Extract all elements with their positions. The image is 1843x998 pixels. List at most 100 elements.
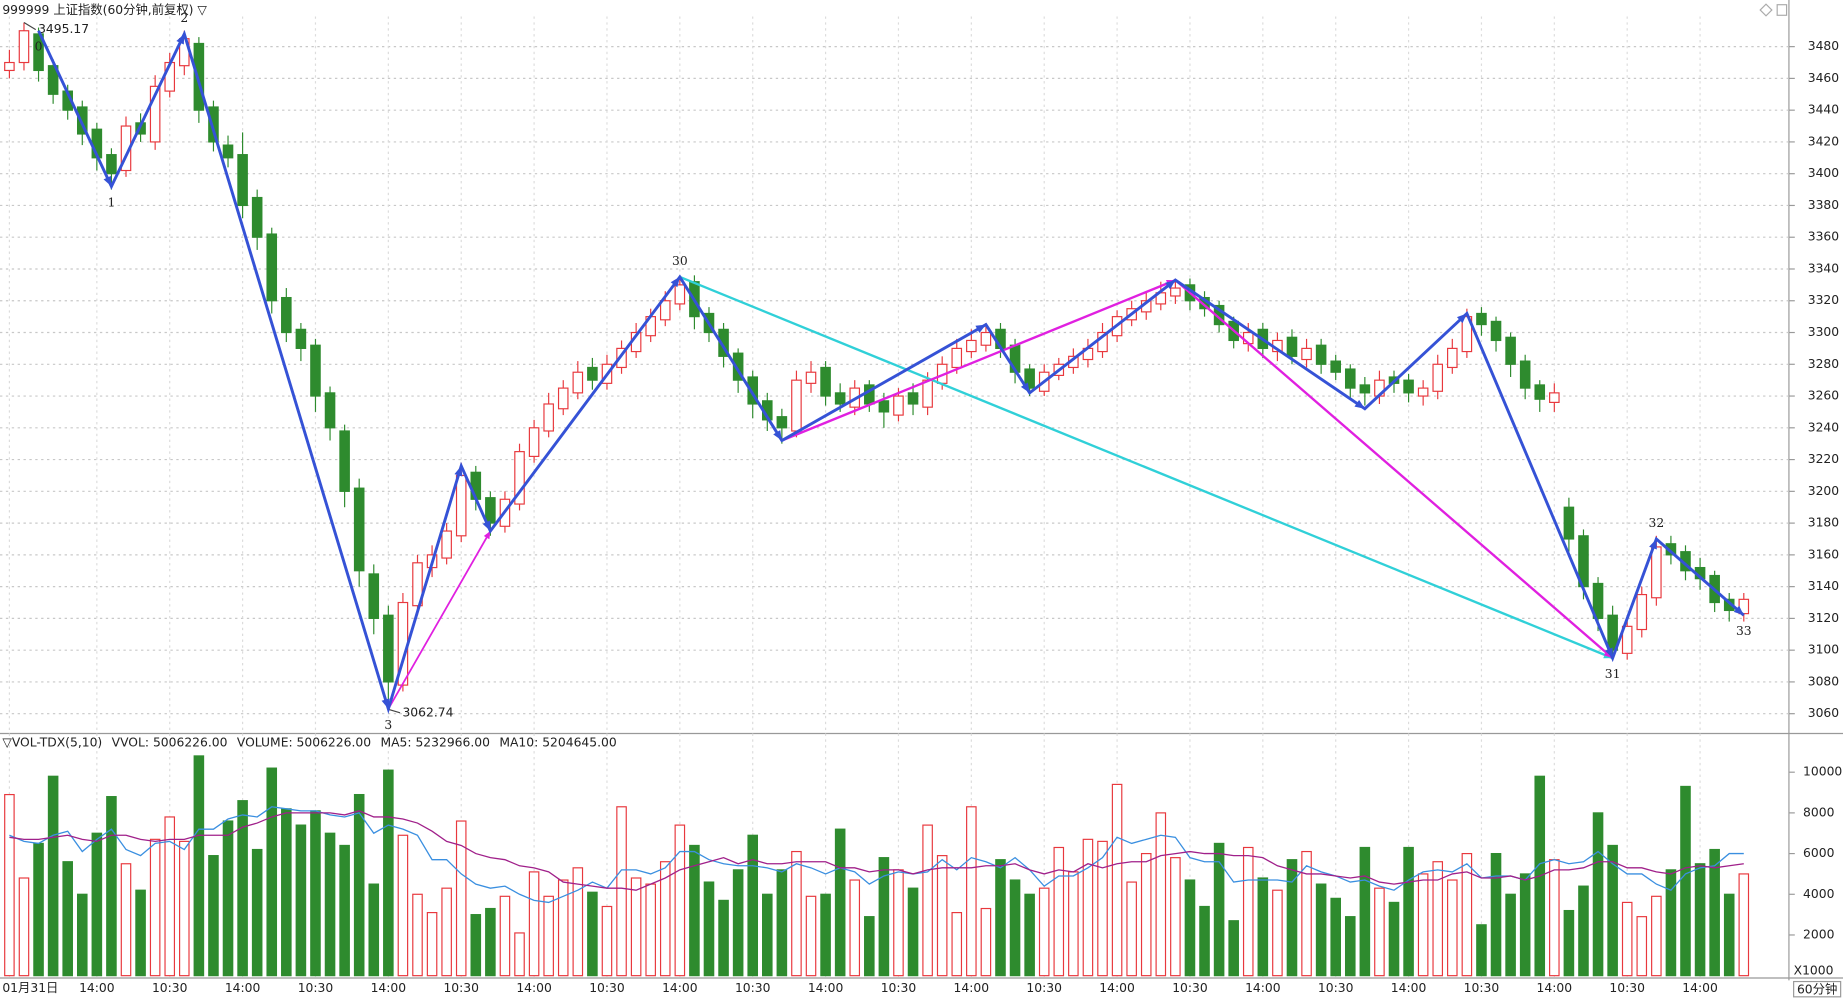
- candle-body: [251, 196, 263, 238]
- candle-body: [1330, 360, 1341, 373]
- candle-body: [791, 379, 802, 432]
- arrowhead: [381, 698, 390, 709]
- candle-body: [1549, 392, 1560, 403]
- candle-body: [980, 331, 992, 346]
- volume-bar: [776, 869, 788, 977]
- y-tick-label: 3240: [1808, 420, 1840, 434]
- volume-bar: [91, 832, 103, 977]
- window-icon[interactable]: [1776, 4, 1788, 16]
- volume-bar: [528, 871, 540, 977]
- candle-body: [1024, 368, 1035, 389]
- volume-bar: [1651, 895, 1662, 977]
- candle-body: [543, 403, 554, 432]
- candle-body: [528, 427, 540, 457]
- candle-body: [412, 562, 423, 607]
- volume-bar: [514, 932, 525, 977]
- window-icon[interactable]: [1759, 3, 1773, 17]
- arrowhead: [1649, 538, 1657, 550]
- volume-bar: [674, 824, 686, 977]
- candle-body: [1286, 336, 1298, 357]
- volume-bar: [1578, 885, 1589, 977]
- volume-bar: [1068, 871, 1079, 977]
- volume-bar: [1126, 881, 1137, 977]
- x-tick-label: 10:30: [1609, 981, 1645, 995]
- y-tick-label: 3260: [1808, 389, 1840, 403]
- volume-bar: [1228, 920, 1239, 977]
- y-tick-label: 6000: [1803, 846, 1835, 860]
- volume-bar: [33, 842, 44, 977]
- candle-body: [718, 328, 729, 357]
- volume-bar: [1315, 883, 1327, 977]
- y-tick-label: 3080: [1808, 674, 1840, 688]
- volume-bar: [951, 912, 963, 977]
- x-tick-label: 14:00: [1099, 981, 1135, 995]
- x-tick-label: 01月31日: [2, 981, 58, 995]
- volume-bar: [397, 834, 409, 977]
- arrowhead: [454, 465, 463, 477]
- volume-bar: [426, 912, 438, 977]
- y-tick-label: 3460: [1808, 71, 1840, 85]
- x-tick-label: 14:00: [371, 981, 407, 995]
- volume-bar: [907, 887, 919, 977]
- candle-body: [1563, 506, 1575, 540]
- candle-body: [383, 614, 394, 683]
- candle-body: [1490, 320, 1502, 342]
- volume-bar: [572, 867, 584, 977]
- candle-body: [149, 85, 161, 143]
- volume-bar: [645, 883, 656, 977]
- volume-bar: [1038, 887, 1050, 977]
- volume-bar: [1592, 812, 1604, 977]
- arrowhead: [1733, 605, 1744, 616]
- volume-bar: [805, 895, 817, 977]
- volume-bar: [1505, 893, 1516, 977]
- y-tick-label: 3180: [1808, 516, 1840, 530]
- y-tick-label: 3060: [1808, 706, 1840, 720]
- volume-bar: [470, 914, 482, 977]
- unit-label: X1000: [1794, 963, 1834, 977]
- volume-bar: [485, 907, 496, 977]
- volume-bar: [1636, 916, 1648, 977]
- volume-bar: [689, 844, 700, 977]
- volume-bar: [135, 889, 146, 977]
- x-tick-label: 10:30: [589, 981, 625, 995]
- candle-body: [455, 474, 467, 537]
- candle-body: [1505, 336, 1516, 365]
- y-tick-label: 3280: [1808, 357, 1840, 371]
- wave-label: 1: [108, 195, 116, 209]
- wave-label: 2: [180, 11, 188, 25]
- volume-bar: [1272, 889, 1283, 977]
- volume-bar: [1665, 869, 1677, 977]
- volume-bar: [1213, 842, 1225, 977]
- volume-bar: [1447, 879, 1458, 977]
- x-tick-label: 10:30: [1026, 981, 1062, 995]
- wave-line: [37, 29, 1745, 715]
- candle-body: [4, 61, 15, 72]
- candle-body: [339, 430, 350, 492]
- candle-body: [1651, 546, 1662, 599]
- y-tick-label: 4000: [1803, 887, 1835, 901]
- candle-body: [76, 106, 88, 135]
- arrowhead: [103, 175, 112, 187]
- volume-bar: [222, 820, 234, 977]
- volume-bar: [455, 820, 467, 977]
- x-tick-label: 14:00: [225, 981, 261, 995]
- volume-bar: [747, 834, 759, 977]
- volume-bar: [1607, 844, 1618, 977]
- x-tick-label: 14:00: [1537, 981, 1573, 995]
- volume-bar: [62, 861, 73, 977]
- wave-label: 32: [1649, 516, 1665, 530]
- volume-bar: [587, 891, 598, 977]
- volume-bar: [980, 907, 992, 977]
- volume-bar: [791, 850, 802, 977]
- volume-bar: [383, 769, 394, 977]
- volume-bar: [1476, 924, 1487, 977]
- candle-body: [659, 300, 671, 321]
- arrowhead: [975, 324, 986, 333]
- x-tick-label: 14:00: [1682, 981, 1718, 995]
- ma-line: [9, 810, 1744, 891]
- x-tick-label: 10:30: [298, 981, 334, 995]
- candle-body: [106, 154, 117, 175]
- candle-body: [222, 144, 234, 159]
- wave-label: 31: [1605, 667, 1621, 681]
